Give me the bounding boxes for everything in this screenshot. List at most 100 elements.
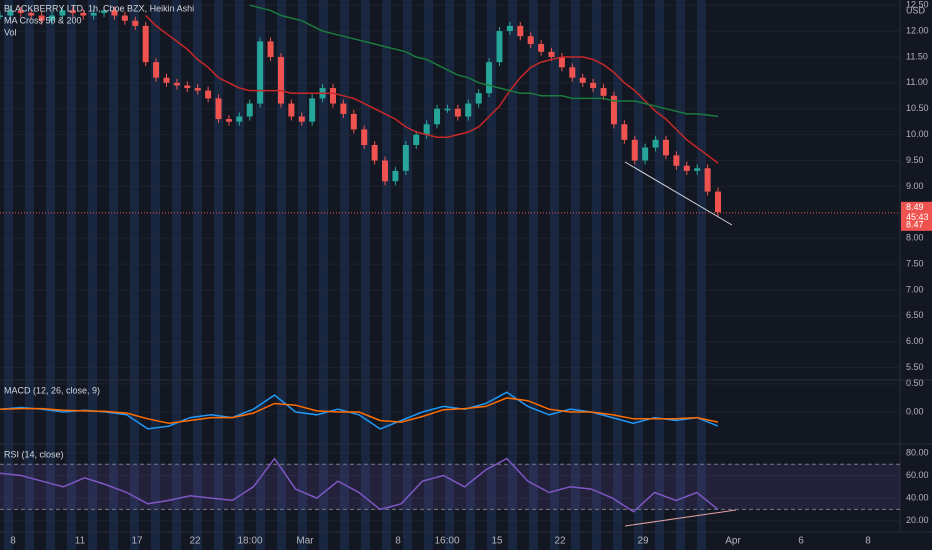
session-stripe [424,0,433,550]
session-stripe [319,0,328,550]
pane-title: RSI (14, close) [4,449,64,459]
x-tick-label: 8 [10,536,16,547]
y-tick-label: 7.00 [906,284,924,294]
candle [496,31,503,63]
y-tick-label: 6.00 [906,336,924,346]
candle [309,98,316,122]
candle [28,12,35,16]
price-tag [901,219,932,231]
y-tick-label: 0.50 [906,378,924,388]
y-tick-label: 0.00 [906,406,924,416]
candle [101,10,108,13]
candle [590,82,597,89]
session-stripe [193,0,202,550]
candle [257,41,264,104]
session-stripe [550,0,559,550]
x-tick-label: 22 [189,536,201,547]
session-stripe [634,0,643,550]
session-stripe [529,0,538,550]
candle [631,139,638,161]
candle [80,12,87,16]
session-stripe [613,0,622,550]
candle [610,95,617,125]
series-line [0,391,719,430]
candle [704,168,711,192]
candle [288,103,295,117]
x-tick-label: 8 [865,536,871,547]
y-tick-label: 6.50 [906,310,924,320]
countdown: 45:43 [906,212,929,222]
session-stripe [340,0,349,550]
x-tick-label: 16:00 [434,536,459,547]
candle [298,116,305,122]
session-stripe [46,0,55,550]
candle [517,25,524,37]
candle [246,103,253,117]
chart-title: BLACKBERRY LTD, 1h, Cboe BZX, Heikin Ash… [4,3,194,13]
session-stripe [655,0,664,550]
y-tick-label: 12.00 [906,25,929,35]
candle [694,168,701,171]
session-stripe [109,0,118,550]
y-tick-label: 12.50 [906,0,929,10]
session-stripe [697,0,706,550]
candle [548,51,555,57]
session-stripe [361,0,370,550]
session-stripe [508,0,517,550]
candle [225,119,232,122]
candle [350,113,357,130]
session-stripe [235,0,244,550]
session-stripe [298,0,307,550]
session-stripe [277,0,286,550]
y-tick-label: 10.00 [906,129,929,139]
candle [205,90,212,99]
candle [413,134,420,145]
y-tick-label: 60.00 [906,470,929,480]
session-stripe [445,0,454,550]
candle [59,10,66,16]
candle [642,147,649,161]
candle [267,41,274,57]
candle [194,88,201,91]
candle [215,98,222,120]
candle [444,108,451,111]
candle [673,155,680,166]
series-line [0,457,719,513]
candle [132,20,139,26]
y-tick-label: 80.00 [906,447,929,457]
candle [173,82,180,86]
y-tick-label: 20.00 [906,515,929,525]
candle [111,10,118,16]
pane-title: MACD (12, 26, close, 9) [4,385,100,395]
candle [475,93,482,104]
session-stripe [4,0,13,550]
session-stripe [487,0,496,550]
session-stripe [571,0,580,550]
candle [142,25,149,63]
candle [236,116,243,122]
plot [0,4,900,513]
prev-close: 8.47 [906,220,924,230]
y-tick-label: 9.50 [906,155,924,165]
x-tick-label: Mar [296,536,314,547]
candle [683,165,690,171]
candle [506,25,513,32]
rsi-band [0,464,900,510]
y-tick-label: 8.00 [906,233,924,243]
session-stripe [382,0,391,550]
candle [662,139,669,156]
candle [153,62,160,78]
candle [49,15,56,21]
y-tick-label: 5.50 [906,362,924,372]
x-tick-label: 22 [554,536,566,547]
candle [538,44,545,52]
last-price: 8.49 [906,202,924,212]
candle [121,15,128,21]
session-stripe [172,0,181,550]
candle [579,77,586,83]
indicator-label: Vol [4,27,17,37]
session-stripe [214,0,223,550]
y-tick-label: 10.50 [906,103,929,113]
